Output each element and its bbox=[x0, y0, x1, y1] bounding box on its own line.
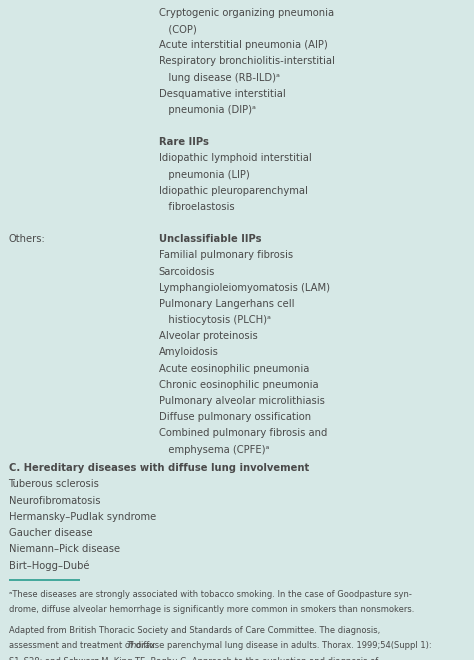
Text: ᵃThese diseases are strongly associated with tobacco smoking. In the case of Goo: ᵃThese diseases are strongly associated … bbox=[9, 589, 411, 599]
Text: Birt–Hogg–Dubé: Birt–Hogg–Dubé bbox=[9, 560, 89, 571]
Text: Pulmonary Langerhans cell: Pulmonary Langerhans cell bbox=[159, 299, 294, 309]
Text: Niemann–Pick disease: Niemann–Pick disease bbox=[9, 544, 119, 554]
Text: lung disease (RB-ILD)ᵃ: lung disease (RB-ILD)ᵃ bbox=[159, 73, 280, 82]
Text: Unclassifiable IIPs: Unclassifiable IIPs bbox=[159, 234, 261, 244]
Text: Lymphangioleiomyomatosis (LAM): Lymphangioleiomyomatosis (LAM) bbox=[159, 282, 330, 293]
Text: Combined pulmonary fibrosis and: Combined pulmonary fibrosis and bbox=[159, 428, 327, 438]
Text: Acute eosinophilic pneumonia: Acute eosinophilic pneumonia bbox=[159, 364, 309, 374]
Text: Cryptogenic organizing pneumonia: Cryptogenic organizing pneumonia bbox=[159, 8, 334, 18]
Text: (COP): (COP) bbox=[159, 24, 197, 34]
Text: Desquamative interstitial: Desquamative interstitial bbox=[159, 88, 285, 99]
Text: pneumonia (LIP): pneumonia (LIP) bbox=[159, 170, 249, 180]
Text: Tuberous sclerosis: Tuberous sclerosis bbox=[9, 479, 100, 490]
Text: Pulmonary alveolar microlithiasis: Pulmonary alveolar microlithiasis bbox=[159, 396, 325, 406]
Text: Chronic eosinophilic pneumonia: Chronic eosinophilic pneumonia bbox=[159, 379, 319, 390]
Text: Diffuse pulmonary ossification: Diffuse pulmonary ossification bbox=[159, 412, 311, 422]
Text: fibroelastosis: fibroelastosis bbox=[159, 202, 235, 212]
Text: Sarcoidosis: Sarcoidosis bbox=[159, 267, 215, 277]
Text: histiocytosis (PLCH)ᵃ: histiocytosis (PLCH)ᵃ bbox=[159, 315, 271, 325]
Text: Alveolar proteinosis: Alveolar proteinosis bbox=[159, 331, 257, 341]
Text: Respiratory bronchiolitis-interstitial: Respiratory bronchiolitis-interstitial bbox=[159, 56, 335, 67]
Text: pneumonia (DIP)ᵃ: pneumonia (DIP)ᵃ bbox=[159, 105, 256, 115]
Text: assessment and treatment of diffuse parenchymal lung disease in adults. Thorax. : assessment and treatment of diffuse pare… bbox=[9, 642, 431, 651]
Text: Gaucher disease: Gaucher disease bbox=[9, 528, 92, 538]
Text: C. Hereditary diseases with diffuse lung involvement: C. Hereditary diseases with diffuse lung… bbox=[9, 463, 309, 473]
Text: S1–S28; and Schwarz M, King TE, Raghu G. Approach to the evaluation and diagnosi: S1–S28; and Schwarz M, King TE, Raghu G.… bbox=[9, 657, 378, 660]
Text: emphysema (CPFE)ᵃ: emphysema (CPFE)ᵃ bbox=[159, 444, 269, 455]
Text: Amyloidosis: Amyloidosis bbox=[159, 347, 219, 358]
Text: Acute interstitial pneumonia (AIP): Acute interstitial pneumonia (AIP) bbox=[159, 40, 328, 50]
Text: Idiopathic pleuroparenchymal: Idiopathic pleuroparenchymal bbox=[159, 185, 308, 196]
Text: Hermansky–Pudlak syndrome: Hermansky–Pudlak syndrome bbox=[9, 512, 156, 522]
Text: Neurofibromatosis: Neurofibromatosis bbox=[9, 496, 100, 506]
Text: drome, diffuse alveolar hemorrhage is significantly more common in smokers than : drome, diffuse alveolar hemorrhage is si… bbox=[9, 605, 414, 614]
Text: Rare IIPs: Rare IIPs bbox=[159, 137, 209, 147]
Text: Thorax: Thorax bbox=[127, 642, 155, 651]
Text: Others:: Others: bbox=[9, 234, 46, 244]
Text: Idiopathic lymphoid interstitial: Idiopathic lymphoid interstitial bbox=[159, 153, 311, 164]
Text: Familial pulmonary fibrosis: Familial pulmonary fibrosis bbox=[159, 250, 293, 261]
Text: Adapted from British Thoracic Society and Standards of Care Committee. The diagn: Adapted from British Thoracic Society an… bbox=[9, 626, 380, 635]
